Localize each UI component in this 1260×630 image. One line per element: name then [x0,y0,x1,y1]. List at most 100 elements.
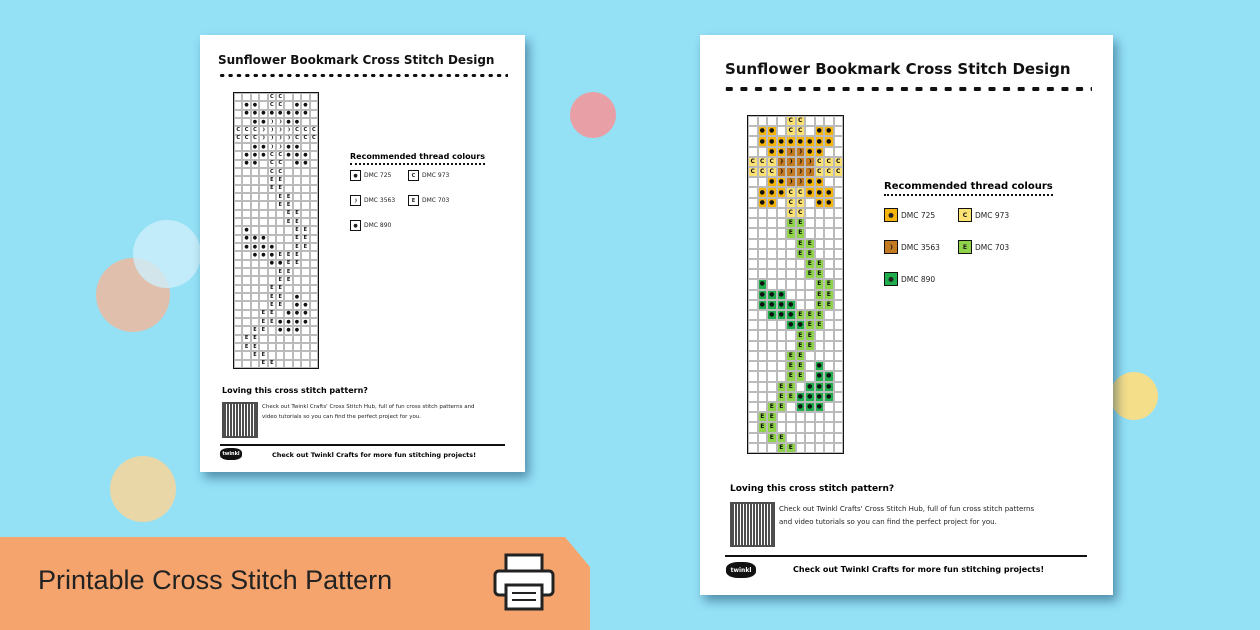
stitch-cell [795,279,805,290]
stitch-cell: ● [250,117,260,127]
stitch-cell: E [767,401,777,413]
stitch-cell [242,192,251,202]
decor-heart [570,92,616,138]
stitch-cell: ● [301,159,310,168]
stitch-cell: ● [275,109,285,118]
stitch-cell: E [805,238,815,249]
stitch-cell [833,197,843,208]
stitch-cell: ● [814,361,824,372]
stitch-cell: C [824,167,834,178]
stitch-cell [824,177,834,188]
stitch-cell [833,126,843,137]
stitch-cell [776,330,786,341]
stitch-cell: E [805,330,815,341]
stitch-cell [292,276,302,285]
stitch-cell: C [767,167,777,178]
stitch-cell: ● [292,151,302,160]
stitch-cell: ● [242,159,251,168]
stitch-cell [301,217,310,227]
stitch-cell: C [234,134,243,143]
stitch-cell [748,248,758,259]
stitch-cell: ❩ [284,134,293,143]
stitch-cell [267,351,276,360]
stitch-cell: ● [814,371,824,382]
stitch-cell [824,350,834,362]
stitch-cell [284,292,293,302]
stitch-cell: ● [786,320,796,331]
stitch-cell [275,226,285,235]
stitch-cell: E [275,184,285,193]
stitch-cell: ● [767,177,777,188]
bottom-line: Check out Twinkl Crafts for more fun sti… [793,565,1045,574]
stitch-cell: ● [292,292,302,302]
thread-label: DMC 703 [422,197,450,204]
stitch-cell: E [292,251,302,260]
stitch-cell: E [250,342,260,352]
printer-icon[interactable] [492,553,556,611]
stitch-cell [748,258,758,270]
stitch-cell [833,422,843,433]
stitch-cell [309,201,318,210]
stitch-cell: E [795,310,805,321]
stitch-cell: C [301,134,310,143]
stitch-cell: E [275,251,285,260]
stitch-cell [242,117,251,127]
divider [218,74,508,77]
stitch-cell: C [757,156,767,168]
qr-code[interactable] [730,502,775,547]
stitch-cell: ● [250,142,260,152]
stitch-cell [250,184,260,193]
stitch-cell [833,238,843,249]
stitch-cell [776,371,786,382]
stitch-cell [776,269,786,280]
stitch-cell [767,279,777,290]
stitch-cell [250,167,260,177]
stitch-cell [234,234,243,243]
stitch-cell: E [267,184,276,193]
stitch-cell [748,136,758,147]
stitch-cell [805,218,815,229]
stitch-cell [805,361,815,372]
stitch-cell [805,350,815,362]
stitch-cell [814,248,824,259]
thread-swatch: ● [884,208,898,222]
stitch-cell: ❩ [776,156,786,168]
stitch-cell: ● [786,299,796,311]
stitch-cell: E [814,279,824,290]
stitch-cell: ❩ [786,156,796,168]
stitch-cell [824,248,834,259]
stitch-cell: ● [767,187,777,198]
stitch-cell [795,258,805,270]
stitch-cell: ● [284,326,293,335]
stitch-cell [292,284,302,293]
stitch-cell [833,116,843,127]
stitch-cell [267,267,276,277]
stitch-cell: E [786,391,796,402]
stitch-cell: ● [805,136,815,147]
stitch-cell [748,146,758,157]
stitch-cell [242,184,251,193]
stitch-cell [805,299,815,311]
stitch-cell: E [776,391,786,402]
stitch-cell [833,340,843,351]
qr-code[interactable] [222,402,258,438]
stitch-cell: ● [824,187,834,198]
stitch-cell: E [767,412,777,423]
stitch-cell [259,259,268,268]
stitch-cell [301,209,310,218]
stitch-cell [309,284,318,293]
stitch-cell: ❩ [259,134,268,143]
stitch-cell [748,442,758,453]
stitch-cell [833,401,843,413]
stitch-cell [242,201,251,210]
stitch-cell [309,209,318,218]
stitch-cell [833,432,843,443]
stitch-cell: C [786,207,796,219]
stitch-cell: C [309,134,318,143]
stitch-cell: E [795,340,805,351]
stitch-cell [748,177,758,188]
stitch-cell [786,412,796,423]
stitch-cell: E [795,361,805,372]
stitch-cell: E [284,267,293,277]
stitch-cell: E [301,234,310,243]
